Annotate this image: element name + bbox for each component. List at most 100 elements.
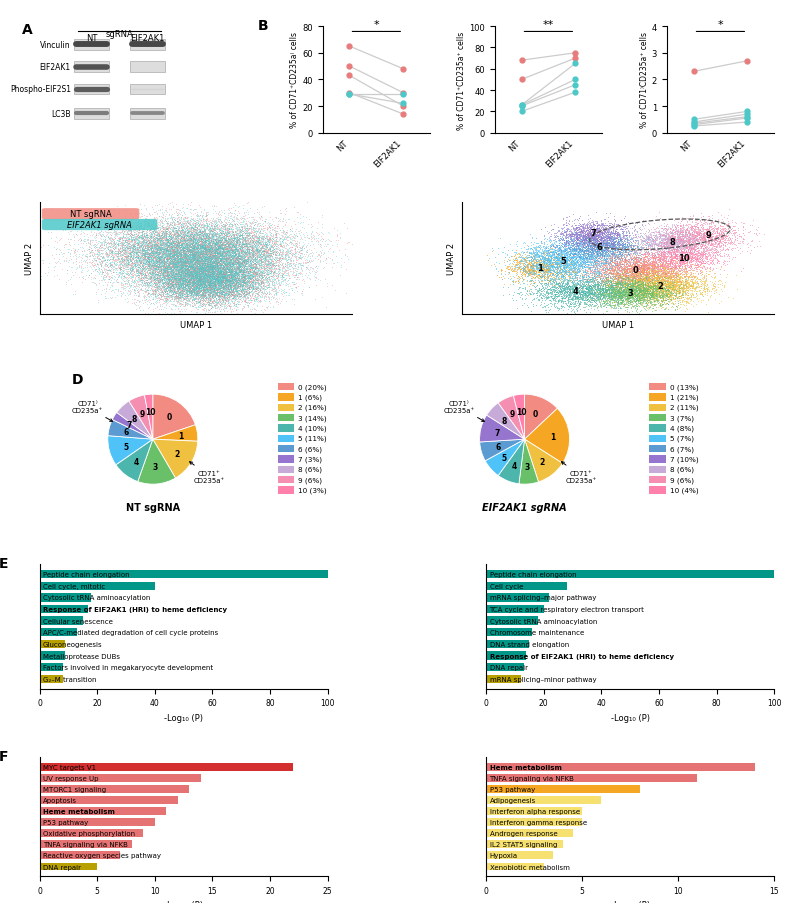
Point (559, 258, 571, 273)
Point (621, 264, 634, 278)
Point (629, 268, 641, 283)
Point (220, 273, 232, 287)
Point (217, 260, 230, 275)
Point (660, 229, 672, 244)
Point (201, 265, 213, 279)
Point (218, 259, 231, 274)
Point (218, 272, 231, 286)
Point (160, 262, 173, 276)
Point (162, 244, 175, 258)
Point (215, 274, 228, 288)
Point (532, 262, 545, 276)
Point (228, 246, 241, 260)
Point (160, 260, 172, 275)
Point (230, 243, 243, 257)
Point (244, 226, 257, 240)
Point (160, 215, 172, 229)
Point (630, 292, 642, 306)
Point (184, 267, 197, 282)
Point (705, 232, 717, 247)
Point (188, 229, 201, 244)
Point (191, 287, 204, 302)
Point (127, 256, 140, 271)
Point (525, 260, 537, 275)
Point (228, 269, 240, 284)
Point (556, 227, 569, 241)
Point (572, 250, 585, 265)
Point (204, 272, 216, 286)
Point (663, 282, 675, 296)
Point (685, 279, 698, 293)
Point (168, 270, 181, 284)
Point (227, 290, 239, 304)
Point (175, 238, 188, 253)
Point (532, 249, 545, 264)
Point (144, 272, 156, 286)
Point (558, 224, 570, 238)
Point (630, 247, 643, 261)
Point (521, 251, 534, 265)
Point (592, 263, 605, 277)
Point (132, 260, 145, 275)
Point (502, 266, 515, 281)
Point (192, 233, 205, 247)
Point (586, 217, 599, 231)
Point (608, 292, 621, 306)
Point (599, 230, 611, 245)
Point (673, 280, 686, 294)
Point (206, 270, 219, 284)
Point (574, 286, 586, 301)
Point (164, 280, 176, 294)
Point (243, 265, 255, 279)
Point (134, 255, 146, 269)
Point (239, 272, 251, 286)
Point (125, 248, 137, 263)
Point (583, 257, 596, 272)
Point (623, 272, 635, 286)
Point (190, 275, 202, 290)
Point (215, 289, 228, 303)
Point (665, 243, 678, 257)
Point (654, 284, 667, 299)
Point (207, 296, 220, 311)
Point (273, 261, 285, 275)
Point (201, 218, 214, 232)
Point (160, 293, 172, 307)
Point (603, 248, 615, 263)
Point (210, 232, 223, 247)
Point (171, 282, 184, 296)
Point (205, 264, 218, 278)
Point (593, 247, 606, 261)
Point (137, 259, 149, 274)
Point (160, 271, 172, 285)
Point (58, 255, 70, 269)
Point (163, 273, 175, 287)
Point (123, 284, 136, 299)
Point (280, 245, 293, 259)
Point (541, 274, 554, 288)
Point (637, 300, 649, 314)
Point (217, 283, 230, 297)
Point (172, 279, 185, 293)
Point (167, 247, 180, 262)
Point (656, 245, 668, 259)
Point (259, 253, 272, 267)
Point (630, 257, 643, 272)
Point (590, 268, 603, 283)
Point (144, 278, 156, 293)
Point (225, 245, 238, 259)
Point (188, 240, 201, 255)
Point (231, 238, 243, 253)
Point (261, 261, 273, 275)
Point (204, 275, 216, 290)
Point (721, 231, 734, 246)
Point (518, 269, 531, 284)
Point (585, 272, 598, 286)
Point (688, 239, 701, 254)
Point (623, 284, 636, 298)
Point (164, 242, 177, 256)
Point (222, 251, 235, 265)
Point (549, 238, 562, 253)
Point (245, 273, 258, 287)
Point (579, 243, 592, 257)
